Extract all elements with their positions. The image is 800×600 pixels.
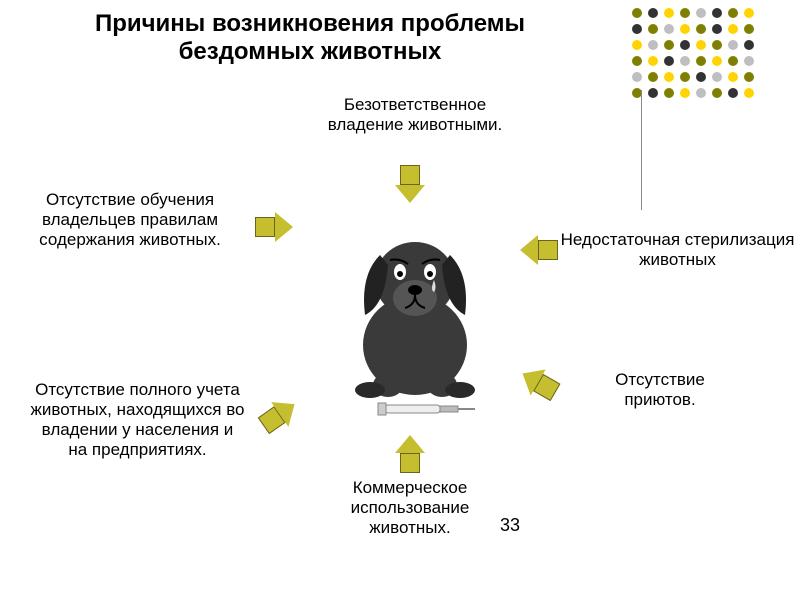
deco-dot <box>632 8 642 18</box>
deco-dot <box>696 40 706 50</box>
cause-bottom: Коммерческое использование животных. <box>310 478 510 538</box>
cause-left-lower: Отсутствие полного учета животных, наход… <box>30 380 245 460</box>
arrow-icon <box>520 235 558 265</box>
page-number: 33 <box>500 515 520 536</box>
deco-dot <box>648 24 658 34</box>
deco-dot <box>744 72 754 82</box>
deco-dot <box>664 40 674 50</box>
deco-dot <box>744 40 754 50</box>
deco-dot <box>664 8 674 18</box>
deco-dot <box>712 72 722 82</box>
cause-right-upper: Недостаточная стерилизация животных <box>560 230 795 270</box>
deco-dot <box>712 56 722 66</box>
dog-illustration <box>330 220 500 420</box>
arrow-icon <box>395 435 425 473</box>
cause-right-lower: Отсутствие приютов. <box>580 370 740 410</box>
deco-dot <box>712 88 722 98</box>
deco-dot <box>664 24 674 34</box>
deco-dot <box>648 40 658 50</box>
deco-dot <box>696 72 706 82</box>
deco-dot <box>648 88 658 98</box>
deco-dot <box>728 24 738 34</box>
deco-dot <box>680 8 690 18</box>
deco-dot <box>680 24 690 34</box>
deco-dot <box>632 72 642 82</box>
deco-dot <box>744 56 754 66</box>
deco-dot <box>728 40 738 50</box>
deco-dot <box>728 8 738 18</box>
deco-dot <box>728 88 738 98</box>
deco-dot <box>664 88 674 98</box>
arrow-icon <box>255 392 303 438</box>
deco-dot <box>680 72 690 82</box>
deco-dot <box>744 24 754 34</box>
deco-dot <box>696 56 706 66</box>
deco-dot <box>664 72 674 82</box>
vertical-divider <box>641 90 642 210</box>
slide-title: Причины возникновения проблемы бездомных… <box>40 10 580 66</box>
arrow-icon <box>255 212 293 242</box>
deco-dot <box>648 72 658 82</box>
deco-dot <box>744 88 754 98</box>
deco-dot <box>744 8 754 18</box>
deco-dot <box>728 72 738 82</box>
slide: Причины возникновения проблемы бездомных… <box>0 0 800 600</box>
deco-dot <box>712 8 722 18</box>
deco-dot <box>696 88 706 98</box>
cause-top: Безответственное владение животными. <box>310 95 520 135</box>
arrow-icon <box>395 165 425 203</box>
deco-dot <box>712 24 722 34</box>
deco-dot <box>664 56 674 66</box>
deco-dot <box>632 56 642 66</box>
deco-dot <box>648 8 658 18</box>
deco-dot <box>632 40 642 50</box>
arrow-icon <box>515 361 563 406</box>
deco-dot <box>696 8 706 18</box>
cause-left-upper: Отсутствие обучения владельцев правилам … <box>15 190 245 250</box>
deco-dot <box>632 24 642 34</box>
deco-dot <box>680 40 690 50</box>
deco-dot <box>680 56 690 66</box>
deco-dot <box>648 56 658 66</box>
deco-dot <box>728 56 738 66</box>
deco-dot <box>680 88 690 98</box>
deco-dot <box>712 40 722 50</box>
corner-dot-grid <box>632 8 792 148</box>
deco-dot <box>696 24 706 34</box>
